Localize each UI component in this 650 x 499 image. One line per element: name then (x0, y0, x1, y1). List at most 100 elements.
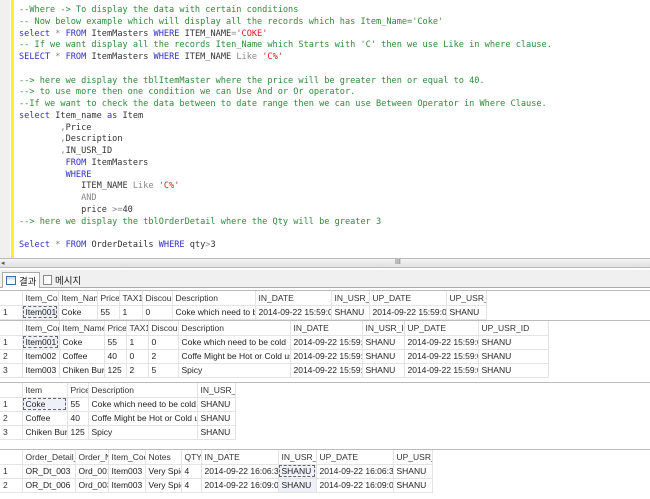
cell[interactable]: 2014-09-22 15:59:02.853 (290, 349, 363, 364)
column-header[interactable]: UP_DATE (316, 450, 394, 465)
column-header[interactable]: Description (178, 321, 291, 336)
table-row[interactable]: 1 Coke 55 Coke which need to be cold SHANU (0, 397, 236, 412)
cell[interactable]: Coke (59, 335, 105, 350)
cell[interactable]: 2014-09-22 16:06:31.940 (201, 464, 279, 479)
cell[interactable]: SHANU (278, 464, 317, 479)
cell[interactable]: Coffe Might be Hot or Cold user choice (88, 411, 198, 426)
cell[interactable]: SHANU (331, 305, 370, 320)
cell[interactable]: 0 (148, 335, 179, 350)
cell[interactable]: SHANU (197, 397, 236, 412)
cell[interactable]: Item001 (22, 335, 60, 350)
row-number[interactable]: 1 (0, 335, 23, 350)
cell[interactable]: Item003 (108, 464, 146, 479)
column-header[interactable]: Discount (142, 291, 173, 306)
cell[interactable]: 2014-09-22 15:59:02.853 (404, 335, 479, 350)
cell[interactable]: Coffee (59, 349, 105, 364)
cell[interactable]: Coke which need to be cold (172, 305, 256, 320)
cell[interactable]: SHANU (393, 464, 433, 479)
row-number[interactable]: 1 (0, 464, 23, 479)
cell[interactable]: OR_Dt_003 (22, 464, 76, 479)
column-header[interactable]: Item_Code (108, 450, 146, 465)
column-header[interactable]: Price (97, 291, 120, 306)
column-header[interactable]: TAX1 (119, 291, 143, 306)
column-header[interactable]: UP_DATE (369, 291, 447, 306)
cell[interactable]: SHANU (362, 335, 405, 350)
column-header[interactable]: TAX1 (126, 321, 149, 336)
result-grid-3[interactable]: ItemPriceDescriptionIN_USR_ID1Coke55Coke… (0, 382, 650, 440)
cell[interactable]: 2014-09-22 16:09:04.520 (316, 478, 394, 493)
column-header[interactable]: UP_USR_ID (393, 450, 433, 465)
cell[interactable]: 2014-09-22 16:06:31.940 (316, 464, 394, 479)
row-header-corner[interactable] (0, 383, 23, 398)
cell[interactable]: Very Spicy (145, 464, 182, 479)
result-grid-1[interactable]: Item_CodeItem_NamePriceTAX1DiscountDescr… (0, 290, 650, 320)
column-header[interactable]: Price (104, 321, 127, 336)
cell[interactable]: 2014-09-22 15:59:02.853 (404, 349, 479, 364)
cell[interactable]: Coffee (22, 411, 68, 426)
row-number[interactable]: 3 (0, 425, 23, 440)
cell[interactable]: 0 (142, 305, 173, 320)
column-header[interactable]: UP_USR_ID (478, 321, 549, 336)
row-number[interactable]: 1 (0, 397, 23, 412)
column-header[interactable]: Item (22, 383, 68, 398)
column-header[interactable]: UP_DATE (404, 321, 479, 336)
column-header[interactable]: QTY (181, 450, 202, 465)
cell[interactable]: Coke which need to be cold (88, 397, 198, 412)
cell[interactable]: Coke (22, 397, 68, 412)
column-header[interactable]: Description (88, 383, 198, 398)
cell[interactable]: 2 (126, 363, 149, 378)
row-number[interactable]: 1 (0, 305, 23, 320)
cell[interactable]: SHANU (478, 363, 549, 378)
column-header[interactable]: Discount (148, 321, 179, 336)
row-header-corner[interactable] (0, 450, 23, 465)
cell[interactable]: SHANU (478, 349, 549, 364)
cell[interactable]: 125 (104, 363, 127, 378)
scroll-left-arrow-icon[interactable]: ◂ (1, 260, 5, 267)
cell[interactable]: SHANU (362, 363, 405, 378)
cell[interactable]: 55 (67, 397, 89, 412)
tab-messages[interactable]: 메시지 (40, 272, 84, 288)
cell[interactable]: 40 (104, 349, 127, 364)
column-header[interactable]: Item_Name (59, 321, 105, 336)
cell[interactable]: 4 (181, 478, 202, 493)
cell[interactable]: 2014-09-22 15:59:02.853 (290, 363, 363, 378)
cell[interactable]: 0 (126, 349, 149, 364)
row-number[interactable]: 2 (0, 478, 23, 493)
cell[interactable]: Item003 (22, 363, 60, 378)
cell[interactable]: OR_Dt_006 (22, 478, 76, 493)
column-header[interactable]: Item_Code (22, 291, 59, 306)
cell[interactable]: Ord_003 (75, 478, 109, 493)
cell[interactable]: Coke (58, 305, 98, 320)
row-number[interactable]: 2 (0, 411, 23, 426)
cell[interactable]: 2014-09-22 15:59:02.853 (404, 363, 479, 378)
cell[interactable]: SHANU (197, 411, 236, 426)
column-header[interactable]: IN_USR_ID (331, 291, 370, 306)
column-header[interactable]: Price (67, 383, 89, 398)
column-header[interactable]: IN_DATE (201, 450, 279, 465)
cell[interactable]: SHANU (197, 425, 236, 440)
cell[interactable]: Item001 (22, 305, 59, 320)
tab-results[interactable]: 결과 (2, 272, 41, 288)
column-header[interactable]: Item_Name (58, 291, 98, 306)
cell[interactable]: 55 (97, 305, 120, 320)
cell[interactable]: Ord_001 (75, 464, 109, 479)
cell[interactable]: 5 (148, 363, 179, 378)
column-header[interactable]: IN_USR_ID (362, 321, 405, 336)
column-header[interactable]: Notes (145, 450, 182, 465)
horizontal-scrollbar[interactable]: ◂ III (0, 258, 650, 268)
column-header[interactable]: UP_USR_ID (446, 291, 487, 306)
cell[interactable]: 40 (67, 411, 89, 426)
cell[interactable]: 1 (126, 335, 149, 350)
result-grid-2[interactable]: Item_CodeItem_NamePriceTAX1DiscountDescr… (0, 320, 650, 378)
cell[interactable]: SHANU (393, 478, 433, 493)
cell[interactable]: Coke which need to be cold (178, 335, 291, 350)
cell[interactable]: 4 (181, 464, 202, 479)
column-header[interactable]: Description (172, 291, 256, 306)
cell[interactable]: 2 (148, 349, 179, 364)
